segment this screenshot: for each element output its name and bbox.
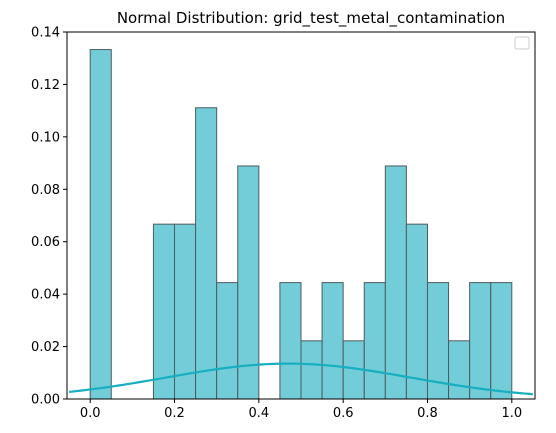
y-tick-label: 0.02: [31, 340, 60, 355]
density-curve: [68, 362, 533, 396]
histogram-bar: [469, 282, 492, 400]
histogram-bar: [490, 282, 513, 400]
histogram-bar: [216, 282, 239, 400]
x-tick-label: 0.4: [248, 406, 269, 421]
x-tick-label: 0.6: [333, 406, 354, 421]
y-tick-label: 0.06: [31, 235, 60, 250]
y-tick-label: 0.00: [31, 393, 60, 408]
legend: [514, 36, 530, 50]
chart-title: Normal Distribution: grid_test_metal_con…: [117, 9, 505, 28]
histogram-bar: [89, 49, 112, 400]
y-tick-label: 0.04: [31, 288, 60, 303]
x-tick-label: 0.2: [164, 406, 185, 421]
x-tick-label: 0.8: [417, 406, 438, 421]
histogram-bar: [448, 340, 471, 400]
y-tick-label: 0.10: [31, 130, 60, 145]
plot-frame: [66, 31, 536, 400]
x-tick-label: 0.0: [80, 406, 101, 421]
density-curve-line: [68, 362, 533, 396]
histogram-bar: [321, 282, 344, 400]
y-tick-label: 0.08: [31, 183, 60, 198]
histogram-bar: [300, 340, 323, 400]
histogram-bars: [89, 49, 513, 400]
histogram-bar: [405, 223, 428, 400]
histogram-bar: [279, 282, 302, 400]
histogram-bar: [363, 282, 386, 400]
histogram-bar: [384, 165, 407, 400]
y-tick-label: 0.14: [31, 26, 60, 41]
legend-box: [514, 36, 530, 50]
histogram-bar: [195, 107, 218, 400]
x-tick-label: 1.0: [501, 406, 522, 421]
axes: 0.0 0.2 0.4 0.6 0.8 1.0 0.00 0.02 0.04 0.06 0.08 0.…: [31, 26, 536, 421]
histogram-bar: [152, 223, 176, 400]
y-tick-label: 0.12: [31, 78, 60, 93]
